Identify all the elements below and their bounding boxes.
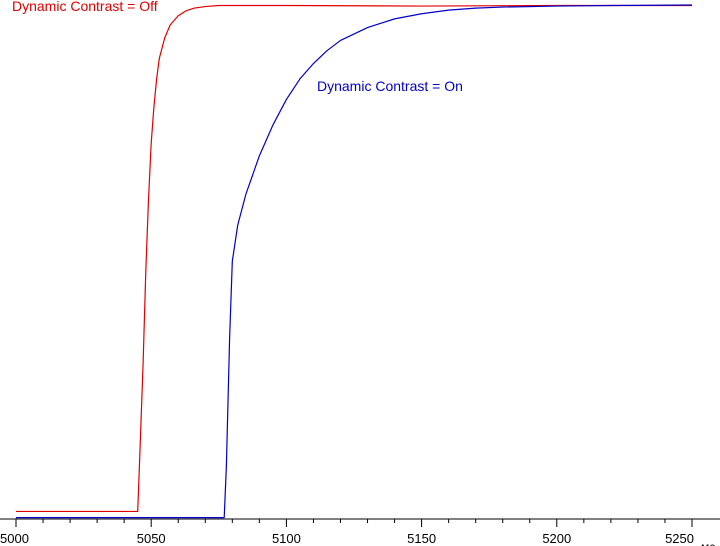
x-axis-unit-label: мс bbox=[701, 540, 715, 546]
series-line-dynamic-contrast-on bbox=[16, 4, 693, 519]
x-tick-label: 5150 bbox=[407, 531, 436, 546]
x-tick-label: 5100 bbox=[272, 531, 301, 546]
x-axis: 5000 5050 5100 5150 5200 5250 bbox=[0, 518, 720, 546]
x-tick-label: 5200 bbox=[542, 531, 571, 546]
x-tick-label: 5050 bbox=[137, 531, 166, 546]
label-layer: Dynamic Contrast = Off Dynamic Contrast … bbox=[12, 0, 715, 546]
series-label-dynamic-contrast-on: Dynamic Contrast = On bbox=[317, 78, 463, 94]
series-layer bbox=[16, 4, 693, 519]
series-label-dynamic-contrast-off: Dynamic Contrast = Off bbox=[12, 0, 158, 14]
series-line-dynamic-contrast-off bbox=[16, 4, 692, 513]
x-tick-label: 5250 bbox=[665, 531, 694, 546]
x-tick-label: 5000 bbox=[0, 531, 29, 546]
